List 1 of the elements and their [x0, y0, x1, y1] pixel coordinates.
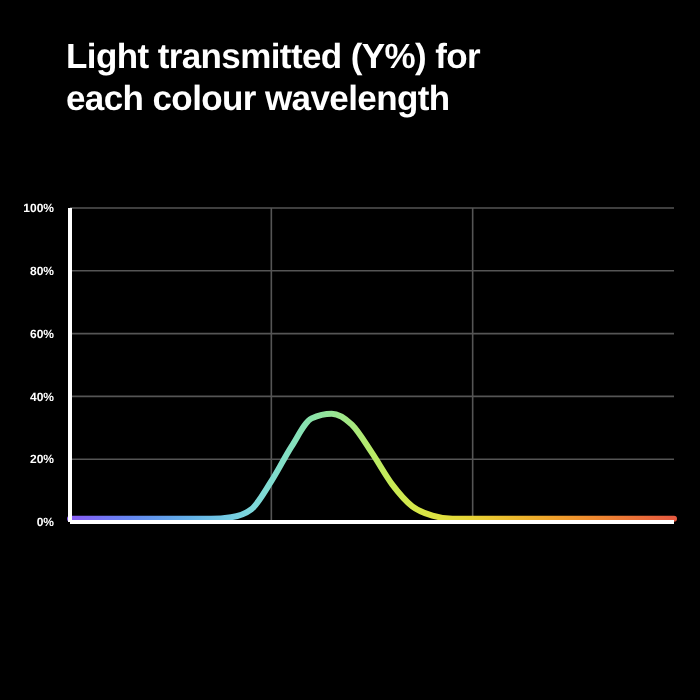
chart-title: Light transmitted (Y%) for each colour wavelength	[66, 36, 483, 120]
